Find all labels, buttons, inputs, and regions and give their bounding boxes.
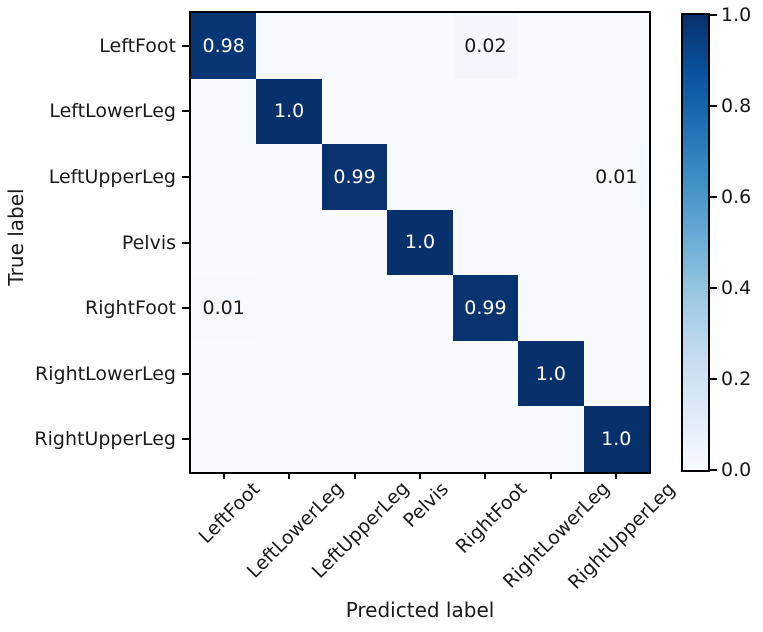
y-tick-mark xyxy=(182,44,189,47)
matrix-cell: 1.0 xyxy=(387,209,453,276)
matrix-cell xyxy=(256,340,322,407)
y-tick-mark xyxy=(182,372,189,375)
matrix-cell xyxy=(256,275,322,341)
x-tick-mark xyxy=(419,472,421,479)
matrix-cell xyxy=(387,340,453,407)
y-tick-label: LeftFoot xyxy=(99,34,176,57)
colorbar-tick-mark xyxy=(710,14,717,16)
y-tick-mark xyxy=(182,110,189,113)
x-tick-label: LeftFoot xyxy=(194,477,265,548)
matrix-cell xyxy=(452,209,519,276)
colorbar-tick-mark xyxy=(710,196,717,198)
x-tick-mark xyxy=(353,472,356,479)
matrix-cell xyxy=(518,406,584,472)
matrix-cell xyxy=(191,209,257,276)
colorbar-tick-label: 0.4 xyxy=(721,277,752,299)
matrix-cell xyxy=(191,406,257,472)
matrix-cell xyxy=(191,78,257,145)
matrix-cell: 1.0 xyxy=(583,406,649,472)
colorbar-tick-label: 0.2 xyxy=(721,368,752,390)
matrix-cell xyxy=(518,78,584,145)
colorbar-tick-mark xyxy=(710,287,717,289)
matrix-cell: 0.01 xyxy=(191,275,257,341)
y-tick-label: RightUpperLeg xyxy=(34,428,176,451)
matrix-cell xyxy=(321,406,388,472)
x-tick-mark xyxy=(288,472,291,479)
y-tick-label: RightLowerLeg xyxy=(35,362,176,385)
matrix-cell xyxy=(321,78,388,145)
colorbar-tick-label: 1.0 xyxy=(721,4,752,26)
matrix-cell xyxy=(256,144,322,210)
matrix-cell: 0.99 xyxy=(452,275,519,341)
x-tick-mark xyxy=(615,472,618,479)
y-tick-label: LeftUpperLeg xyxy=(48,165,176,188)
matrix-cell xyxy=(583,209,649,276)
matrix-cell xyxy=(256,209,322,276)
heatmap-cells: 0.98 0.02 1.0 0.99 0.01 1.0 0.01 0.99 1.0 1.0 xyxy=(191,13,649,472)
matrix-cell xyxy=(321,275,388,341)
colorbar-tick-mark xyxy=(710,105,717,107)
colorbar-tick-label: 0.6 xyxy=(721,186,752,208)
matrix-cell: 1.0 xyxy=(256,78,322,145)
colorbar-gradient xyxy=(683,15,708,470)
matrix-cell xyxy=(387,406,453,472)
matrix-cell xyxy=(387,78,453,145)
matrix-cell xyxy=(387,13,453,79)
colorbar-tick-mark xyxy=(710,469,717,471)
y-tick-label: Pelvis xyxy=(121,231,176,254)
y-tick-mark xyxy=(182,241,189,244)
x-tick-mark xyxy=(549,472,552,479)
matrix-cell xyxy=(387,144,453,210)
matrix-cell xyxy=(321,209,388,276)
x-tick-mark xyxy=(484,472,487,479)
matrix-cell xyxy=(452,406,519,472)
y-tick-mark xyxy=(182,438,189,441)
matrix-cell xyxy=(256,13,322,79)
matrix-cell xyxy=(583,275,649,341)
matrix-cell: 0.99 xyxy=(321,144,388,210)
matrix-cell xyxy=(191,340,257,407)
matrix-cell xyxy=(452,144,519,210)
matrix-cell xyxy=(583,78,649,145)
colorbar-tick-mark xyxy=(710,378,717,380)
matrix-cell xyxy=(518,275,584,341)
y-tick-mark xyxy=(182,307,189,310)
matrix-cell xyxy=(518,209,584,276)
x-tick-label: RightFoot xyxy=(451,477,532,558)
x-axis-title: Predicted label xyxy=(345,598,495,622)
matrix-cell: 1.0 xyxy=(518,340,584,407)
matrix-cell xyxy=(518,144,584,210)
colorbar-tick-label: 0.0 xyxy=(721,459,752,481)
matrix-cell xyxy=(583,13,649,79)
matrix-cell xyxy=(518,13,584,79)
matrix-cell xyxy=(452,78,519,145)
matrix-cell xyxy=(452,340,519,407)
matrix-cell xyxy=(321,340,388,407)
matrix-cell xyxy=(321,13,388,79)
matrix-cell: 0.01 xyxy=(583,144,649,210)
x-tick-mark xyxy=(222,472,225,479)
colorbar-tick-label: 0.8 xyxy=(721,95,752,117)
matrix-cell: 0.98 xyxy=(191,13,257,79)
matrix-cell: 0.02 xyxy=(452,13,519,79)
y-tick-label: RightFoot xyxy=(85,297,176,320)
matrix-cell xyxy=(256,406,322,472)
y-tick-mark xyxy=(182,175,189,178)
matrix-cell xyxy=(583,340,649,407)
y-tick-label: LeftLowerLeg xyxy=(49,100,176,123)
matrix-cell xyxy=(387,275,453,341)
matrix-cell xyxy=(191,144,257,210)
